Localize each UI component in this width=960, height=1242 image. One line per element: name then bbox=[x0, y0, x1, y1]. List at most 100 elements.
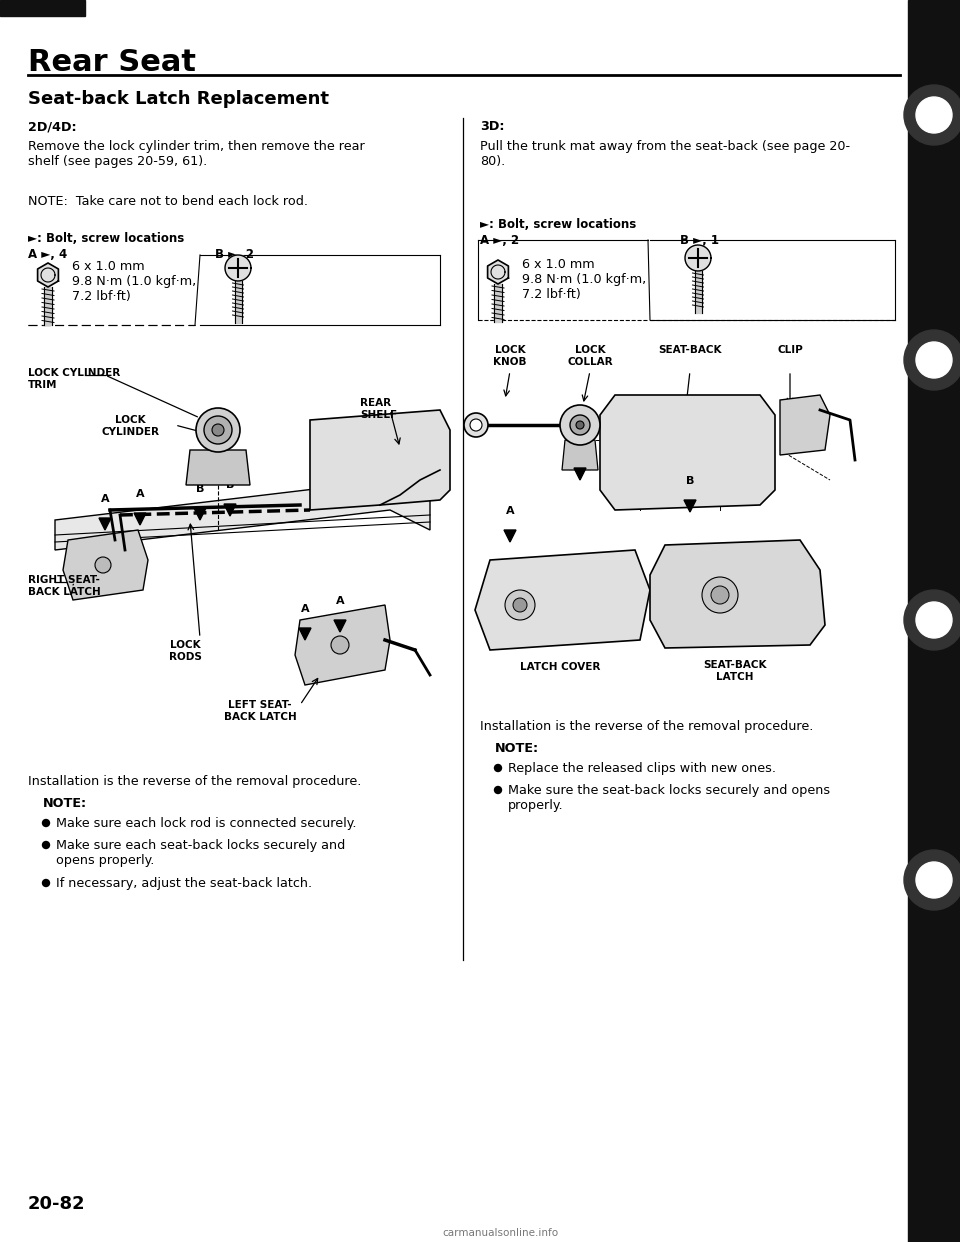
Polygon shape bbox=[684, 501, 696, 512]
Polygon shape bbox=[488, 260, 509, 284]
Text: CLIP: CLIP bbox=[778, 345, 803, 355]
Polygon shape bbox=[310, 410, 450, 510]
Circle shape bbox=[904, 330, 960, 390]
Text: carmanualsonline.info: carmanualsonline.info bbox=[442, 1228, 558, 1238]
Polygon shape bbox=[299, 628, 311, 640]
Text: RIGHT SEAT-
BACK LATCH: RIGHT SEAT- BACK LATCH bbox=[28, 575, 101, 596]
Polygon shape bbox=[780, 395, 830, 455]
Text: ►: Bolt, screw locations: ►: Bolt, screw locations bbox=[28, 232, 184, 245]
Text: A ►, 4: A ►, 4 bbox=[28, 248, 67, 261]
Text: B: B bbox=[226, 479, 234, 491]
Polygon shape bbox=[63, 530, 148, 600]
Text: B ►, 1: B ►, 1 bbox=[680, 233, 719, 247]
Circle shape bbox=[331, 636, 349, 655]
Text: NOTE:: NOTE: bbox=[43, 797, 87, 810]
Bar bbox=[0, 0, 85, 16]
Circle shape bbox=[904, 850, 960, 910]
Polygon shape bbox=[600, 395, 775, 510]
Circle shape bbox=[494, 786, 501, 794]
Text: B: B bbox=[576, 443, 585, 455]
Polygon shape bbox=[225, 255, 251, 281]
Text: Make sure each seat-back locks securely and
opens properly.: Make sure each seat-back locks securely … bbox=[56, 840, 346, 867]
Polygon shape bbox=[504, 530, 516, 542]
Circle shape bbox=[560, 405, 600, 445]
Text: SEAT-BACK
LATCH: SEAT-BACK LATCH bbox=[704, 660, 767, 682]
Text: A: A bbox=[300, 604, 309, 614]
Circle shape bbox=[711, 586, 729, 604]
Circle shape bbox=[576, 421, 584, 428]
Text: 6 x 1.0 mm
9.8 N·m (1.0 kgf·m,
7.2 lbf·ft): 6 x 1.0 mm 9.8 N·m (1.0 kgf·m, 7.2 lbf·f… bbox=[522, 258, 646, 301]
Circle shape bbox=[505, 590, 535, 620]
Circle shape bbox=[42, 879, 50, 887]
Text: Replace the released clips with new ones.: Replace the released clips with new ones… bbox=[508, 763, 776, 775]
Text: Make sure each lock rod is connected securely.: Make sure each lock rod is connected sec… bbox=[56, 817, 356, 830]
Polygon shape bbox=[475, 550, 650, 650]
Circle shape bbox=[916, 342, 952, 378]
Text: LEFT SEAT-
BACK LATCH: LEFT SEAT- BACK LATCH bbox=[224, 700, 297, 722]
Text: REAR
SHELF: REAR SHELF bbox=[360, 397, 397, 420]
Circle shape bbox=[570, 415, 590, 435]
Polygon shape bbox=[39, 266, 57, 284]
Circle shape bbox=[904, 84, 960, 145]
Text: LOCK
COLLAR: LOCK COLLAR bbox=[567, 345, 612, 366]
Polygon shape bbox=[186, 450, 250, 484]
Text: 2D/4D:: 2D/4D: bbox=[28, 120, 77, 133]
Polygon shape bbox=[562, 440, 598, 469]
Circle shape bbox=[702, 578, 738, 614]
Text: Rear Seat: Rear Seat bbox=[28, 48, 196, 77]
Text: LOCK
CYLINDER: LOCK CYLINDER bbox=[101, 415, 159, 437]
Text: Seat-back Latch Replacement: Seat-back Latch Replacement bbox=[28, 89, 329, 108]
Text: A: A bbox=[506, 505, 515, 515]
Text: ►: Bolt, screw locations: ►: Bolt, screw locations bbox=[480, 219, 636, 231]
Polygon shape bbox=[134, 513, 146, 525]
Text: NOTE:  Take care not to bend each lock rod.: NOTE: Take care not to bend each lock ro… bbox=[28, 195, 308, 207]
Text: 20-82: 20-82 bbox=[28, 1195, 85, 1213]
Circle shape bbox=[464, 414, 488, 437]
Text: SEAT-BACK: SEAT-BACK bbox=[659, 345, 722, 355]
Circle shape bbox=[42, 820, 50, 826]
Circle shape bbox=[916, 602, 952, 638]
Circle shape bbox=[95, 556, 111, 573]
Circle shape bbox=[916, 97, 952, 133]
Polygon shape bbox=[224, 504, 236, 515]
Polygon shape bbox=[489, 263, 507, 281]
Polygon shape bbox=[650, 540, 825, 648]
Polygon shape bbox=[574, 468, 586, 479]
Circle shape bbox=[916, 862, 952, 898]
Circle shape bbox=[212, 424, 224, 436]
Polygon shape bbox=[37, 263, 59, 287]
Text: LOCK CYLINDER
TRIM: LOCK CYLINDER TRIM bbox=[28, 368, 120, 390]
Text: LOCK
KNOB: LOCK KNOB bbox=[493, 345, 527, 366]
Circle shape bbox=[470, 419, 482, 431]
Circle shape bbox=[904, 590, 960, 650]
Text: Remove the lock cylinder trim, then remove the rear
shelf (see pages 20-59, 61).: Remove the lock cylinder trim, then remo… bbox=[28, 140, 365, 168]
Text: 3D:: 3D: bbox=[480, 120, 505, 133]
Text: B: B bbox=[685, 476, 694, 486]
Circle shape bbox=[204, 416, 232, 443]
Text: B ►, 2: B ►, 2 bbox=[215, 248, 254, 261]
Polygon shape bbox=[685, 245, 711, 271]
Text: A ►, 2: A ►, 2 bbox=[480, 233, 519, 247]
Circle shape bbox=[196, 409, 240, 452]
Circle shape bbox=[494, 765, 501, 771]
Polygon shape bbox=[334, 620, 346, 632]
Circle shape bbox=[513, 597, 527, 612]
Text: LATCH COVER: LATCH COVER bbox=[519, 662, 600, 672]
Text: A: A bbox=[336, 596, 345, 606]
Text: Pull the trunk mat away from the seat-back (see page 20-
80).: Pull the trunk mat away from the seat-ba… bbox=[480, 140, 851, 168]
Polygon shape bbox=[55, 479, 430, 550]
Text: B: B bbox=[196, 484, 204, 494]
Text: A: A bbox=[135, 489, 144, 499]
Bar bbox=[908, 0, 960, 1242]
Text: NOTE:: NOTE: bbox=[495, 741, 540, 755]
Text: LOCK
RODS: LOCK RODS bbox=[169, 640, 202, 662]
Polygon shape bbox=[99, 518, 111, 530]
Text: Installation is the reverse of the removal procedure.: Installation is the reverse of the remov… bbox=[480, 720, 813, 733]
Text: Installation is the reverse of the removal procedure.: Installation is the reverse of the remov… bbox=[28, 775, 361, 787]
Polygon shape bbox=[194, 508, 206, 520]
Text: 6 x 1.0 mm
9.8 N·m (1.0 kgf·m,
7.2 lbf·ft): 6 x 1.0 mm 9.8 N·m (1.0 kgf·m, 7.2 lbf·f… bbox=[72, 260, 196, 303]
Circle shape bbox=[42, 842, 50, 848]
Text: Make sure the seat-back locks securely and opens
properly.: Make sure the seat-back locks securely a… bbox=[508, 784, 830, 812]
Text: If necessary, adjust the seat-back latch.: If necessary, adjust the seat-back latch… bbox=[56, 877, 312, 891]
Text: A: A bbox=[101, 494, 109, 504]
